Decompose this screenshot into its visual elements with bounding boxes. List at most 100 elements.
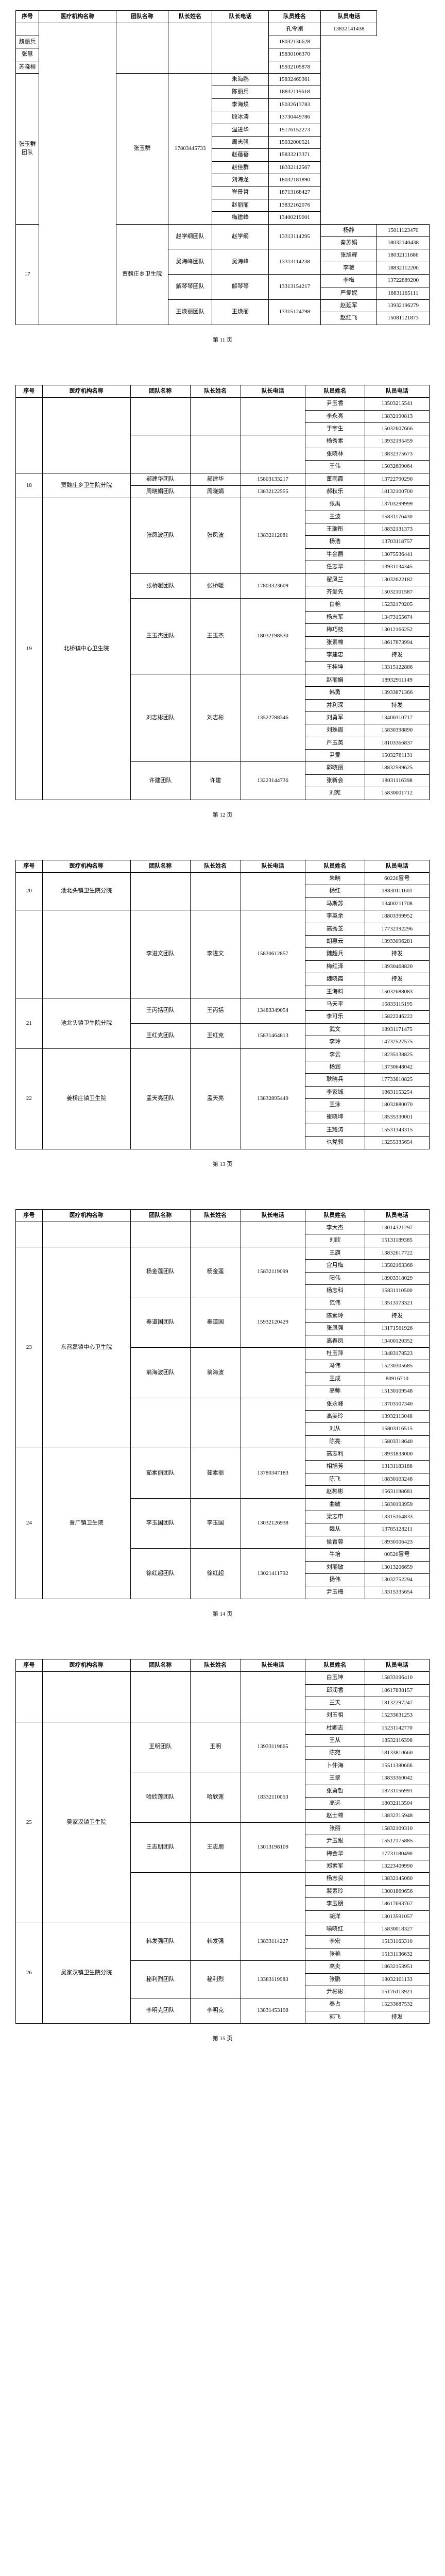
column-header: 队长姓名: [190, 1659, 241, 1671]
cell-seq: 25: [16, 1722, 43, 1923]
cell-member-tel: 13315122886: [365, 662, 429, 674]
cell-member: 侯青蓉: [305, 1536, 365, 1548]
table-header-row: 序号医疗机构名称团队名称队长姓名队长电话队员姓名队员电话: [16, 1209, 430, 1222]
cell-team: 王玉杰团队: [130, 599, 190, 674]
cell-member-tel: 15512175885: [365, 1835, 429, 1848]
cell-member: 尹彬彬: [305, 1986, 365, 1998]
cell-member-tel: 18235138825: [365, 1048, 429, 1061]
cell-member-tel: 18132100700: [365, 485, 429, 498]
cell-member: 梅巧枝: [305, 624, 365, 636]
cell-member: 郝秋乐: [305, 485, 365, 498]
cell-member: 杨志军: [305, 611, 365, 623]
cell-member: 张慧: [16, 48, 39, 61]
column-header: 团队名称: [130, 860, 190, 872]
cell-leader_tel: 13832122555: [241, 485, 305, 498]
cell-member-tel: 15830001712: [365, 787, 429, 800]
cell-member-tel: 17733810825: [365, 1074, 429, 1086]
cell-leader: 刘志彬: [190, 674, 241, 762]
cell-member: 陈亮: [305, 1435, 365, 1448]
cell-member-tel: 15232179205: [365, 599, 429, 611]
cell-member-tel: 15230305685: [365, 1360, 429, 1372]
cell-member-tel: 18932911149: [365, 674, 429, 686]
cell-member: 秦占: [305, 1998, 365, 2011]
cell-member-tel: 18535330001: [365, 1111, 429, 1124]
cell-member-tel: 18032140438: [377, 237, 430, 249]
cell-leader_tel: [212, 23, 268, 74]
cell-member: 张晓林: [305, 448, 365, 460]
cell-member-tel: 18731156991: [365, 1785, 429, 1797]
cell-team: [130, 1873, 190, 1923]
cell-member: 刘勇军: [305, 711, 365, 724]
cell-member-tel: 15833115195: [365, 998, 429, 1010]
table-row: 26吴家汉镇卫生院分院韩发强团队韩发强13833114227喻晓红1583001…: [16, 1923, 430, 1935]
cell-member: 李大杰: [305, 1222, 365, 1234]
column-header: 队长电话: [241, 860, 305, 872]
cell-team: [130, 398, 190, 435]
cell-seq: 26: [16, 1923, 43, 2023]
cell-leader: 茹素丽: [190, 1448, 241, 1499]
cell-seq: 17: [16, 224, 39, 325]
cell-team: 郝建华团队: [130, 473, 190, 485]
cell-member: 王旗: [305, 1247, 365, 1259]
column-header: 医疗机构名称: [42, 860, 130, 872]
cell-member-tel: 18832131373: [365, 523, 429, 536]
column-header: 队员姓名: [305, 385, 365, 397]
cell-member-tel: 18103366837: [365, 737, 429, 749]
column-header: 团队名称: [130, 1209, 190, 1222]
cell-member-tel: 13400211708: [365, 897, 429, 910]
table-row: 20池北头镇卫生院分院朱晓60220冒号: [16, 873, 430, 885]
cell-member-tel: 持发: [365, 948, 429, 960]
cell-leader_tel: 15803133217: [241, 473, 305, 485]
cell-leader_tel: 13833114227: [241, 1923, 305, 1960]
column-header: 队长电话: [241, 1659, 305, 1671]
cell-team: 王红克团队: [130, 1023, 190, 1048]
cell-leader_tel: 13483349054: [241, 998, 305, 1023]
cell-member: 扬伟: [305, 1573, 365, 1586]
cell-seq: 19: [16, 498, 43, 800]
cell-member: 武文: [305, 1023, 365, 1036]
cell-member-tel: 18032111686: [377, 249, 430, 262]
table-header-row: 序号医疗机构名称团队名称队长姓名队长电话队员姓名队员电话: [16, 860, 430, 872]
data-table: 序号医疗机构名称团队名称队长姓名队长电话队员姓名队员电话20池北头镇卫生院分院朱…: [15, 860, 430, 1149]
cell-member-tel: 13703118757: [365, 536, 429, 548]
cell-leader_tel: [241, 435, 305, 473]
cell-member-tel: 13032752294: [365, 1573, 429, 1586]
cell-member: 严爱妮: [321, 287, 377, 299]
page-number: 第 13 页: [15, 1149, 430, 1173]
cell-seq: 24: [16, 1448, 43, 1599]
cell-member: 李建忠: [305, 649, 365, 661]
table-row: 22姜桥庄镇卫生院孟天亮团队孟天亮13832895449李云1823513882…: [16, 1048, 430, 1061]
cell-member-tel: 13931134345: [365, 561, 429, 573]
column-header: 团队名称: [116, 11, 168, 23]
cell-team: 张玉群团队: [16, 73, 39, 224]
cell-member: 李宏: [305, 1936, 365, 1948]
cell-team: 李明克团队: [130, 1998, 190, 2024]
cell-team: 哈欣莲团队: [130, 1772, 190, 1823]
cell-member: 兰天: [305, 1697, 365, 1709]
cell-member-tel: 18931171475: [365, 1023, 429, 1036]
cell-member: 严玉英: [305, 737, 365, 749]
cell-leader_tel: 13933119665: [241, 1722, 305, 1772]
cell-member-tel: 13171561926: [365, 1323, 429, 1335]
cell-member-tel: 18830111601: [365, 885, 429, 897]
table-header-row: 序号医疗机构名称团队名称队长姓名队长电话队员姓名队员电话: [16, 1659, 430, 1671]
cell-member-tel: 80916710: [365, 1372, 429, 1385]
cell-member-tel: 15832109310: [365, 1822, 429, 1835]
cell-member-tel: 15830018327: [365, 1923, 429, 1935]
cell-member: 秦苏娟: [321, 237, 377, 249]
cell-member: 马天平: [305, 998, 365, 1010]
cell-member: 孔令刚: [268, 23, 320, 36]
cell-team: 秦道国团队: [130, 1297, 190, 1348]
cell-member-tel: 13483178523: [365, 1347, 429, 1360]
cell-leader_tel: 13021411792: [241, 1549, 305, 1599]
cell-leader_tel: 18032198530: [241, 599, 305, 674]
cell-member-tel: 15833196410: [365, 1672, 429, 1684]
cell-member-tel: 13932195459: [365, 435, 429, 448]
cell-member: 李玲: [305, 1036, 365, 1048]
cell-member-tel: 15131136632: [365, 1948, 429, 1960]
cell-leader_tel: 13383119983: [241, 1961, 305, 1998]
cell-member-tel: 13075536441: [365, 548, 429, 561]
cell-team: 韩发强团队: [130, 1923, 190, 1960]
cell-member: 王翠: [305, 1772, 365, 1785]
cell-team: 茹素丽团队: [130, 1448, 190, 1499]
